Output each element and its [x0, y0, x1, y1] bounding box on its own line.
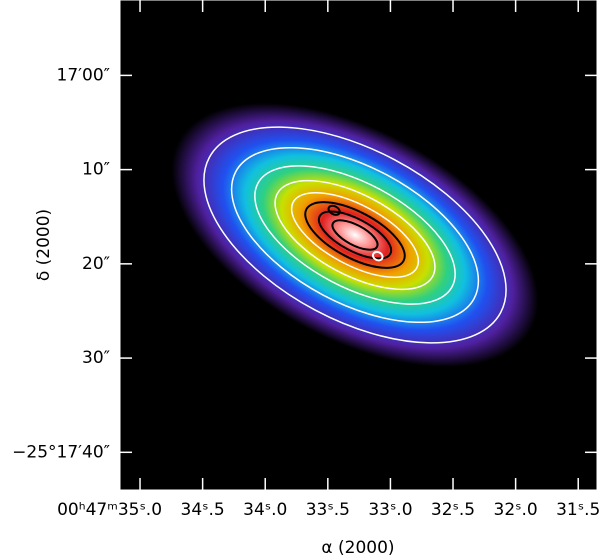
- x-tick-label: 32ˢ.0: [494, 500, 538, 520]
- x-tick-label: 33ˢ.0: [368, 500, 412, 520]
- y-tick-label: −25°17′40″: [12, 442, 110, 462]
- contour: [371, 250, 384, 262]
- y-tick-label: 20″: [82, 254, 110, 274]
- y-axis-label: δ (2000): [34, 209, 54, 281]
- x-tick-label: 31ˢ.5: [556, 500, 600, 520]
- y-tick-label: 17′00″: [57, 65, 110, 85]
- contour: [327, 204, 341, 216]
- contour: [290, 192, 420, 278]
- galaxy-emission: [171, 103, 539, 367]
- x-axis-label: α (2000): [321, 538, 394, 558]
- contour: [254, 165, 456, 305]
- y-tick-label: 10″: [82, 160, 110, 180]
- galaxy: [171, 103, 539, 367]
- x-tick-label: 34ˢ.5: [181, 500, 225, 520]
- contour: [274, 179, 436, 291]
- x-tick-label: 00ʰ47ᵐ35ˢ.0: [57, 500, 162, 520]
- image-frame: [119, 0, 598, 491]
- contour: [304, 201, 406, 269]
- contour: [331, 219, 379, 251]
- contour: [317, 210, 393, 260]
- y-tick-label: 30″: [82, 348, 110, 368]
- x-tick-label: 33ˢ.5: [306, 500, 350, 520]
- plot-border: [119, 0, 598, 491]
- contour: [230, 146, 480, 324]
- x-tick-label: 32ˢ.5: [431, 500, 475, 520]
- x-tick-label: 34ˢ.0: [243, 500, 287, 520]
- contour: [203, 126, 507, 344]
